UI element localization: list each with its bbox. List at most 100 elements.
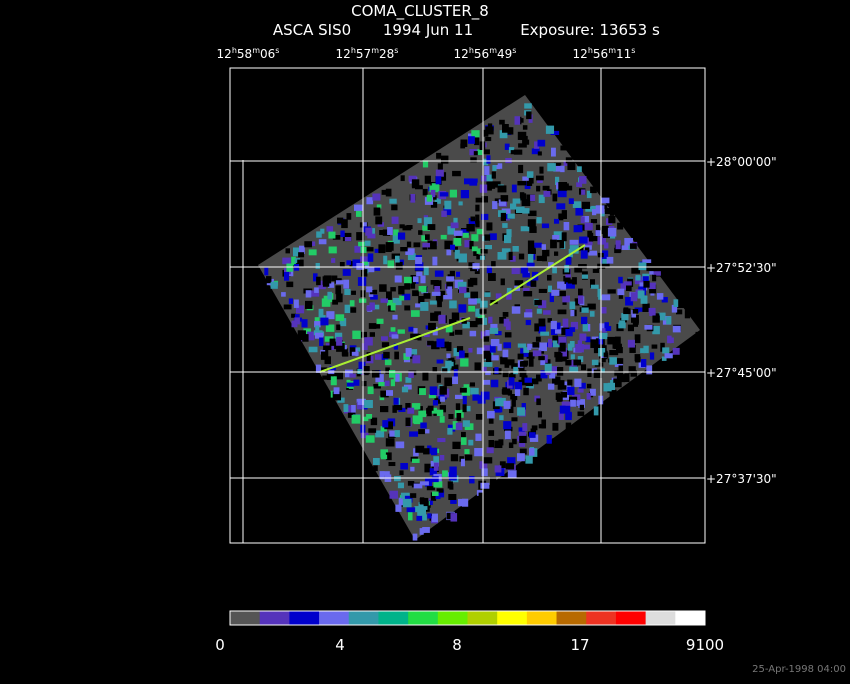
pixel bbox=[475, 308, 481, 317]
pixel bbox=[578, 264, 587, 269]
pixel bbox=[469, 149, 478, 156]
pixel bbox=[413, 242, 421, 248]
pixel bbox=[649, 352, 655, 360]
pixel bbox=[366, 286, 373, 293]
pixel bbox=[582, 344, 590, 350]
pixel bbox=[449, 189, 458, 198]
pixel bbox=[609, 389, 617, 398]
pixel bbox=[476, 228, 483, 235]
pixel bbox=[479, 255, 486, 260]
pixel bbox=[565, 422, 572, 432]
pixel bbox=[504, 234, 512, 244]
pixel bbox=[601, 294, 611, 301]
pixel bbox=[440, 396, 445, 402]
pixel bbox=[609, 350, 619, 356]
pixel bbox=[577, 388, 584, 393]
pixel bbox=[373, 384, 381, 389]
pixel bbox=[617, 288, 625, 296]
pixel bbox=[404, 305, 411, 311]
pixel bbox=[499, 130, 508, 139]
pixel bbox=[390, 303, 396, 311]
pixel bbox=[393, 343, 398, 350]
pixel bbox=[517, 343, 527, 348]
pixel bbox=[511, 184, 517, 193]
pixel bbox=[534, 299, 542, 306]
pixel bbox=[395, 255, 400, 263]
pixel bbox=[282, 257, 291, 265]
ra-part: 06 bbox=[260, 47, 275, 61]
pixel bbox=[452, 421, 458, 430]
pixel bbox=[643, 281, 650, 288]
pixel bbox=[449, 319, 457, 325]
pixel bbox=[470, 216, 476, 222]
pixel bbox=[557, 290, 566, 297]
pixel bbox=[469, 476, 475, 484]
pixel bbox=[363, 366, 370, 375]
pixel bbox=[382, 229, 391, 236]
pixel bbox=[542, 249, 550, 257]
pixel bbox=[372, 193, 381, 201]
pixel bbox=[483, 457, 493, 464]
pixel bbox=[563, 183, 569, 189]
pixel bbox=[452, 441, 461, 449]
pixel bbox=[358, 361, 366, 371]
pixel bbox=[383, 255, 388, 265]
pixel bbox=[379, 230, 386, 235]
pixel bbox=[507, 213, 515, 219]
pixel bbox=[615, 240, 621, 250]
pixel bbox=[301, 319, 308, 328]
pixel bbox=[607, 336, 616, 345]
pixel bbox=[560, 165, 565, 173]
pixel bbox=[335, 314, 345, 321]
pixel bbox=[514, 116, 521, 125]
pixel bbox=[492, 181, 501, 188]
pixel bbox=[481, 175, 488, 182]
pixel bbox=[567, 279, 574, 284]
pixel bbox=[383, 471, 390, 476]
pixel bbox=[374, 248, 381, 253]
pixel bbox=[568, 198, 574, 204]
pixel bbox=[486, 155, 491, 164]
pixel bbox=[652, 274, 657, 282]
pixel bbox=[562, 381, 571, 391]
pixel bbox=[529, 226, 537, 233]
pixel bbox=[536, 398, 541, 406]
pixel bbox=[382, 420, 389, 428]
pixel bbox=[621, 245, 630, 250]
frame bbox=[229, 67, 706, 544]
pixel bbox=[447, 286, 453, 296]
pixel bbox=[389, 198, 397, 204]
pixel bbox=[443, 207, 452, 216]
pixel bbox=[455, 403, 461, 411]
pixel bbox=[518, 439, 526, 447]
pixel bbox=[570, 310, 575, 317]
pixel bbox=[494, 367, 499, 374]
pixel bbox=[536, 175, 544, 181]
pixel bbox=[476, 347, 485, 355]
pixel bbox=[440, 341, 449, 349]
pixel bbox=[530, 428, 537, 435]
pixel bbox=[567, 161, 576, 171]
pixel bbox=[489, 344, 496, 353]
pixel bbox=[569, 366, 579, 372]
colorbar-segment bbox=[497, 611, 528, 625]
pixel bbox=[424, 333, 430, 338]
pixel bbox=[474, 448, 484, 457]
pixel bbox=[552, 438, 560, 446]
pixel bbox=[514, 389, 521, 396]
pixel bbox=[436, 152, 442, 159]
pixel bbox=[508, 251, 513, 260]
pixel bbox=[547, 383, 555, 390]
pixel bbox=[609, 357, 617, 365]
pixel bbox=[367, 253, 374, 262]
streak bbox=[319, 317, 471, 373]
pixel bbox=[380, 426, 387, 432]
pixel bbox=[397, 329, 405, 334]
pixel bbox=[534, 141, 540, 149]
pixel bbox=[360, 432, 369, 439]
pixel bbox=[442, 470, 448, 477]
pixel bbox=[408, 175, 417, 182]
pixel bbox=[511, 363, 520, 369]
pixel bbox=[506, 287, 512, 295]
colorbar-segment bbox=[378, 611, 409, 625]
